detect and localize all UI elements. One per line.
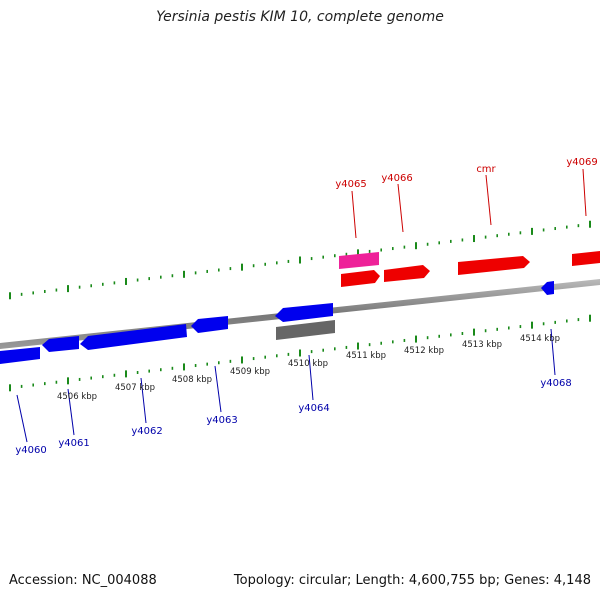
- gene-arrow-cmr[interactable]: [458, 256, 530, 275]
- gene-label-y4063[interactable]: y4063: [206, 415, 237, 426]
- gene-label-y4060[interactable]: y4060: [15, 445, 46, 456]
- gene-label-y4065[interactable]: y4065: [335, 179, 366, 190]
- gene-arrow-y4064[interactable]: [275, 303, 333, 322]
- gene-arrow-y4060[interactable]: [0, 347, 40, 364]
- gene-arrow-y4068[interactable]: [541, 281, 554, 295]
- position-labels: 4506 kbp 4507 kbp 4508 kbp 4509 kbp 4510…: [57, 334, 560, 402]
- kbp-label-4506: 4506 kbp: [57, 392, 97, 402]
- gene-arrow-y4061[interactable]: [42, 336, 79, 352]
- gene-label-cmr[interactable]: cmr: [476, 164, 496, 175]
- gene-arrow-y4069[interactable]: [572, 251, 600, 266]
- gene-label-y4064[interactable]: y4064: [298, 403, 329, 414]
- kbp-label-4512: 4512 kbp: [404, 346, 444, 356]
- reverse-leaders: [16, 328, 556, 443]
- kbp-label-4513: 4513 kbp: [462, 340, 502, 350]
- gene-arrow-y4062[interactable]: [80, 324, 187, 350]
- gene-arrow-rna[interactable]: [339, 252, 379, 269]
- kbp-label-4510: 4510 kbp: [288, 359, 328, 369]
- topology-text: Topology: circular; Length: 4,600,755 bp…: [233, 573, 591, 588]
- reverse-tick-row: [9, 314, 591, 392]
- accession-text: Accession: NC_004088: [9, 573, 157, 588]
- reverse-labels: y4060 y4061 y4062 y4063 y4064 y4068: [15, 378, 571, 456]
- gene-label-y4069[interactable]: y4069: [566, 157, 597, 168]
- gene-arrow-y4063[interactable]: [191, 316, 228, 333]
- gene-arrow-grey[interactable]: [276, 320, 335, 340]
- reverse-genes: [0, 281, 554, 364]
- gene-label-y4068[interactable]: y4068: [540, 378, 571, 389]
- gene-label-y4062[interactable]: y4062: [131, 426, 162, 437]
- gene-label-y4061[interactable]: y4061: [58, 438, 89, 449]
- kbp-label-4508: 4508 kbp: [172, 375, 212, 385]
- kbp-label-4507: 4507 kbp: [115, 383, 155, 393]
- forward-leaders: [351, 168, 587, 239]
- forward-labels: y4065 y4066 cmr y4069: [335, 157, 597, 190]
- gene-label-y4066[interactable]: y4066: [381, 173, 412, 184]
- gene-arrow-y4066[interactable]: [384, 265, 430, 282]
- forward-genes: [339, 251, 600, 287]
- kbp-label-4511: 4511 kbp: [346, 351, 386, 361]
- gene-arrow-y4065[interactable]: [341, 270, 380, 287]
- map-title: Yersinia pestis KIM 10, complete genome: [156, 9, 444, 25]
- kbp-label-4509: 4509 kbp: [230, 367, 270, 377]
- kbp-label-4514: 4514 kbp: [520, 334, 560, 344]
- forward-tick-row: [9, 220, 591, 300]
